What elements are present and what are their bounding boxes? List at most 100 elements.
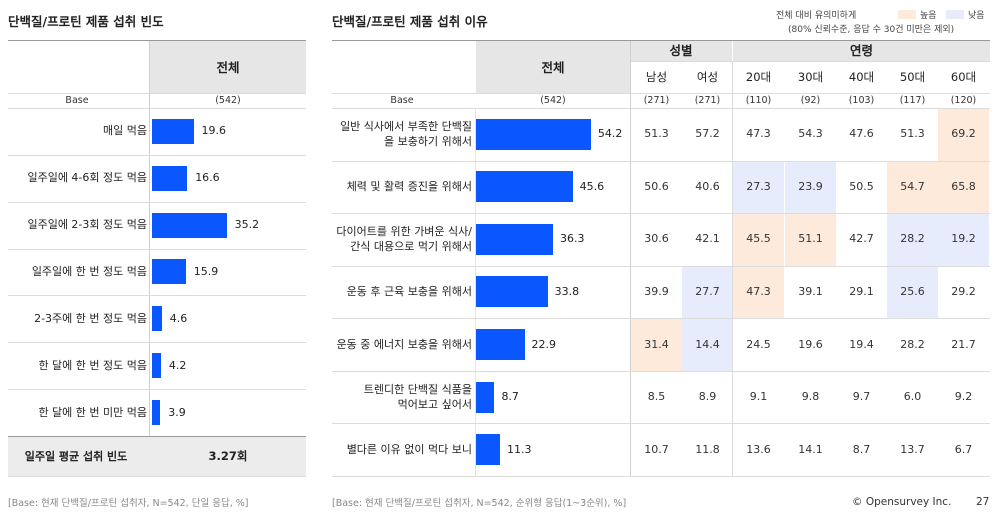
- right-bar: [476, 118, 591, 150]
- right-header-rule: [332, 93, 990, 94]
- table-cell: 24.5: [746, 337, 771, 351]
- table-cell: 9.7: [852, 390, 871, 404]
- table-cell: 47.6: [849, 127, 874, 141]
- right-footnote: [Base: 현재 단백질/프로틴 섭취자, N=542, 순위형 응답(1~3…: [332, 498, 627, 509]
- highlight-high-cell: [631, 319, 682, 371]
- table-cell: 13.6: [746, 442, 771, 456]
- highlight-high-cell: [733, 214, 784, 266]
- sub-header-1: 여성: [696, 70, 719, 84]
- left-base-label: Base: [65, 95, 89, 106]
- left-footnote: [Base: 현재 단백질/프로틴 섭취자, N=542, 단일 응답, %]: [8, 498, 249, 509]
- table-cell: 47.3: [746, 284, 771, 298]
- table-cell: 50.5: [849, 179, 874, 193]
- left-base-value: (542): [215, 95, 241, 106]
- table-cell: 29.1: [849, 284, 874, 298]
- group-header-rule: [630, 61, 990, 62]
- left-category-label: 한 달에 한 번 미만 먹음: [38, 405, 147, 419]
- left-header-rule: [8, 93, 306, 94]
- left-col-divider: [149, 41, 150, 436]
- right-base-rule: [332, 108, 990, 109]
- table-cell: 21.7: [951, 337, 976, 351]
- gender-age-divider: [732, 61, 733, 476]
- highlight-high-cell: [785, 214, 836, 266]
- label-col-divider: [475, 108, 476, 476]
- highlight-high-cell: [733, 266, 784, 319]
- right-category-line-2: 간식 대용으로 먹기 위해서: [350, 240, 472, 254]
- table-cell: 30.6: [644, 232, 669, 246]
- sub-header-0: 남성: [645, 70, 668, 84]
- left-category-label: 일주일에 2-3회 정도 먹음: [27, 218, 147, 232]
- table-cell: 47.3: [746, 127, 771, 141]
- left-value-label: 4.2: [168, 358, 187, 372]
- right-category-line-1: 트렌디한 단백질 식품을: [363, 383, 472, 397]
- left-category-label: 매일 먹음: [103, 124, 147, 138]
- table-cell: 51.3: [644, 127, 669, 141]
- base-value: (117): [899, 95, 926, 106]
- left-base-rule: [8, 108, 306, 109]
- table-cell: 42.7: [849, 232, 874, 246]
- left-header-cell: [150, 41, 306, 93]
- right-row-rule: [332, 370, 990, 372]
- table-cell: 27.7: [695, 284, 720, 298]
- right-row-rule: [332, 318, 990, 320]
- highlight-low-cell: [682, 319, 733, 371]
- left-top-rule: [8, 40, 306, 41]
- table-cell: 39.9: [644, 284, 669, 298]
- right-title: 단백질/프로틴 제품 섭취 이유: [332, 14, 488, 29]
- right-category-line-2: 을 보충하기 위해서: [384, 135, 472, 149]
- left-title: 단백질/프로틴 제품 섭취 빈도: [8, 14, 164, 29]
- table-cell: 25.6: [900, 284, 925, 298]
- table-cell: 51.1: [798, 232, 823, 246]
- right-row-rule: [332, 160, 990, 162]
- table-cell: 11.8: [695, 442, 720, 456]
- base-value: (110): [745, 95, 772, 106]
- highlight-high-cell: [938, 109, 989, 161]
- left-bar: [152, 306, 162, 332]
- legend-low-swatch: [946, 10, 964, 19]
- left-summary-rule: [8, 436, 306, 437]
- base-value: (103): [848, 95, 875, 106]
- right-top-rule: [332, 40, 990, 41]
- left-value-label: 19.6: [201, 124, 227, 138]
- right-value-label: 22.9: [531, 337, 557, 351]
- right-category-label: 운동 후 근육 보충을 위해서: [332, 284, 472, 299]
- table-cell: 9.8: [801, 390, 820, 404]
- left-value-label: 3.9: [168, 405, 186, 419]
- page-number: 27: [976, 496, 990, 508]
- table-cell: 31.4: [644, 337, 669, 351]
- right-category-line-1: 다이어트를 위한 가벼운 식사/: [336, 225, 472, 239]
- right-value-label: 11.3: [506, 442, 532, 456]
- table-cell: 14.4: [695, 337, 720, 351]
- left-summary-bg: [8, 436, 306, 476]
- left-value-label: 15.9: [193, 264, 219, 278]
- right-category-line-1: 일반 식사에서 부족한 단백질: [340, 120, 472, 134]
- table-cell: 65.8: [951, 179, 976, 193]
- sub-header-3: 30대: [797, 70, 824, 84]
- table-cell: 54.7: [900, 179, 925, 193]
- right-category-label: 일반 식사에서 부족한 단백질 을 보충하기 위해서: [332, 119, 472, 149]
- table-cell: 10.7: [644, 442, 669, 456]
- table-cell: 40.6: [695, 179, 720, 193]
- sub-header-4: 40대: [848, 70, 875, 84]
- left-bar: [152, 259, 186, 285]
- right-category-label: 트렌디한 단백질 식품을 먹어보고 싶어서: [332, 382, 472, 412]
- right-value-label: 36.3: [559, 232, 585, 246]
- right-base-total: (542): [540, 95, 566, 106]
- right-value-label: 8.7: [501, 390, 519, 404]
- right-category-line-1: 별다른 이유 없이 먹다 보니: [346, 442, 472, 456]
- table-cell: 19.4: [849, 337, 874, 351]
- table-cell: 8.7: [852, 442, 871, 456]
- highlight-low-cell: [733, 161, 784, 214]
- table-cell: 51.3: [900, 127, 925, 141]
- highlight-low-cell: [887, 214, 938, 266]
- base-value: (271): [643, 95, 670, 106]
- left-value-label: 4.6: [169, 311, 188, 325]
- highlight-low-cell: [785, 161, 836, 214]
- left-row-rule: [8, 389, 306, 391]
- table-cell: 13.7: [900, 442, 925, 456]
- legend-note-2: (80% 신뢰수준, 응답 수 30건 미만은 제외): [788, 25, 955, 35]
- highlight-high-cell: [887, 161, 938, 214]
- left-bar: [152, 118, 194, 144]
- left-bottom-rule: [8, 476, 306, 477]
- right-bar: [476, 276, 548, 308]
